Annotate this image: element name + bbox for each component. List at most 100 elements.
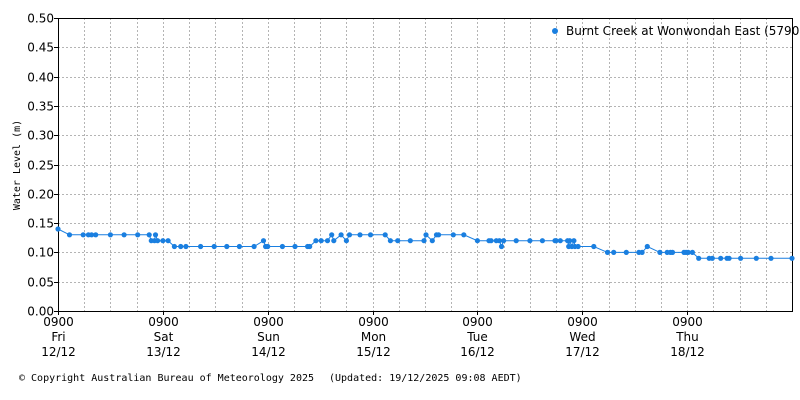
- x-tick-date: 12/12: [41, 345, 76, 359]
- data-point: [789, 255, 795, 261]
- data-point: [461, 232, 467, 238]
- data-point: [557, 238, 563, 244]
- data-point: [279, 243, 285, 250]
- data-point: [501, 238, 507, 244]
- x-tick-day: Sun: [257, 330, 280, 344]
- data-point: [265, 243, 271, 250]
- data-point: [251, 243, 257, 250]
- data-point: [498, 243, 505, 250]
- data-point: [346, 232, 353, 238]
- data-point: [709, 255, 715, 261]
- data-point: [357, 232, 363, 238]
- data-point: [183, 243, 189, 250]
- plot-area-border: [58, 18, 793, 312]
- data-point: [768, 255, 774, 261]
- data-point: [89, 232, 95, 238]
- x-tick-date: 16/12: [460, 345, 495, 359]
- data-point: [260, 238, 267, 244]
- data-point: [567, 238, 573, 244]
- data-point: [623, 249, 629, 255]
- x-tick-day: Tue: [466, 330, 488, 344]
- x-tick-time: 0900: [253, 315, 284, 329]
- data-point: [211, 243, 217, 250]
- y-tick-label: 0.10: [27, 246, 54, 260]
- water-level-chart: 0.00 0.05 0.10 0.15 0.20 0.25 0.30 0.35 0.40 0.45…: [12, 12, 800, 360]
- y-tick-label: 0.05: [27, 276, 54, 290]
- data-point: [423, 232, 429, 238]
- data-point: [324, 238, 331, 244]
- data-point: [135, 232, 141, 238]
- data-point: [726, 255, 732, 261]
- data-point: [160, 238, 166, 244]
- data-point: [527, 238, 533, 244]
- legend-marker: [552, 28, 558, 34]
- data-point: [198, 243, 204, 250]
- data-point: [331, 238, 337, 244]
- data-point: [343, 238, 349, 244]
- data-point: [80, 232, 86, 238]
- x-tick-day: Wed: [569, 330, 595, 344]
- data-point: [657, 249, 663, 255]
- x-axis-ticks: 0900Fri12/120900Sat13/120900Sun14/120900…: [41, 311, 705, 359]
- y-tick-label: 0.20: [27, 188, 54, 202]
- data-point: [436, 232, 442, 238]
- x-tick-date: 15/12: [356, 345, 391, 359]
- data-point: [107, 232, 113, 238]
- data-point: [165, 238, 171, 244]
- data-point: [178, 243, 184, 250]
- data-point: [66, 232, 73, 238]
- x-tick-time: 0900: [148, 315, 179, 329]
- y-tick-label: 0.30: [27, 129, 54, 143]
- data-point: [513, 238, 519, 244]
- data-point: [450, 232, 456, 238]
- x-tick-time: 0900: [567, 315, 598, 329]
- y-tick-label: 0.35: [27, 100, 54, 114]
- x-tick-time: 0900: [43, 315, 74, 329]
- data-point: [382, 232, 388, 238]
- x-tick-day: Sat: [154, 330, 174, 344]
- data-point: [639, 249, 645, 255]
- data-point: [553, 238, 559, 244]
- data-point: [387, 238, 393, 244]
- data-point: [307, 243, 313, 250]
- updated-timestamp: (Updated: 19/12/2025 09:08 AEDT): [329, 373, 522, 384]
- y-axis-ticks: 0.00 0.05 0.10 0.15 0.20 0.25 0.30 0.35 0.40 0.45…: [27, 12, 58, 319]
- data-point: [669, 249, 676, 255]
- data-point: [121, 232, 127, 238]
- x-tick-date: 18/12: [670, 345, 705, 359]
- data-point: [539, 238, 546, 244]
- x-tick-day: Fri: [51, 330, 65, 344]
- y-axis-label: Water Level (m): [12, 120, 23, 210]
- data-point: [591, 243, 597, 250]
- x-tick-time: 0900: [672, 315, 703, 329]
- y-tick-label: 0.15: [27, 217, 54, 231]
- data-point: [313, 238, 319, 244]
- data-point: [407, 238, 413, 244]
- x-tick-day: Thu: [675, 330, 699, 344]
- x-tick-date: 17/12: [565, 345, 600, 359]
- data-point: [644, 243, 650, 250]
- data-point: [171, 243, 177, 250]
- data-point: [236, 243, 242, 250]
- data-point: [318, 238, 324, 244]
- data-point: [488, 238, 494, 244]
- chart-legend: Burnt Creek at Wonwondah East (579011): [552, 24, 800, 38]
- x-tick-time: 0900: [358, 315, 389, 329]
- data-point: [718, 255, 724, 261]
- data-point: [338, 232, 344, 238]
- x-tick-date: 14/12: [251, 345, 286, 359]
- data-point: [496, 238, 502, 244]
- data-point: [575, 243, 581, 250]
- data-point: [611, 249, 617, 255]
- data-point: [224, 243, 230, 250]
- data-point: [146, 232, 152, 238]
- data-point: [367, 232, 374, 238]
- copyright-notice: © Copyright Australian Bureau of Meteoro…: [19, 373, 315, 384]
- data-point: [55, 226, 61, 232]
- data-point: [571, 238, 577, 244]
- data-point: [429, 238, 435, 244]
- data-point: [474, 238, 480, 244]
- data-point: [689, 249, 696, 255]
- data-point: [329, 232, 335, 238]
- data-point: [395, 238, 401, 244]
